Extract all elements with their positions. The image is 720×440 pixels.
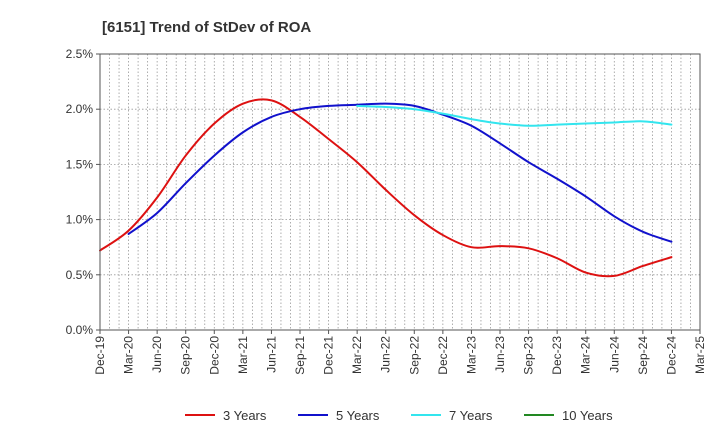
x-tick-label: Dec-24: [664, 336, 678, 375]
chart-title: [6151] Trend of StDev of ROA: [102, 19, 311, 36]
legend-label-10-years: 10 Years: [562, 408, 613, 423]
x-tick-label: Jun-23: [493, 336, 507, 373]
y-tick-label: 1.5%: [66, 157, 94, 171]
x-tick-label: Jun-22: [379, 336, 393, 373]
series-line-3-years: [99, 98, 673, 278]
x-tick-label: Sep-24: [636, 336, 650, 375]
x-tick-label: Mar-20: [122, 336, 136, 374]
series-line-7-years: [356, 104, 673, 127]
x-tick-label: Sep-21: [293, 336, 307, 375]
y-tick-label: 0.5%: [66, 268, 94, 282]
x-tick-label: Mar-25: [693, 336, 707, 374]
grid-layer: [100, 54, 700, 330]
y-tick-label: 0.0%: [66, 323, 94, 337]
x-tick-label: Mar-24: [579, 336, 593, 374]
series-layer: [99, 98, 673, 278]
x-tick-label: Sep-23: [522, 336, 536, 375]
legend-label-5-years: 5 Years: [336, 408, 380, 423]
x-tick-label: Jun-20: [150, 336, 164, 373]
x-tick-label: Jun-21: [264, 336, 278, 373]
legend: 3 Years 5 Years 7 Years 10 Years: [185, 408, 613, 423]
x-tick-label: Dec-19: [93, 336, 107, 375]
x-tick-label: Mar-21: [236, 336, 250, 374]
x-tick-label: Mar-22: [350, 336, 364, 374]
series-line-5-years: [127, 102, 673, 243]
x-tick-label: Mar-23: [464, 336, 478, 374]
y-tick-label: 2.0%: [66, 102, 94, 116]
x-tick-label: Sep-20: [179, 336, 193, 375]
x-tick-label: Dec-21: [322, 336, 336, 375]
x-tick-label: Dec-22: [436, 336, 450, 375]
y-axis-ticks: 0.0% 0.5% 1.0% 1.5% 2.0% 2.5%: [66, 47, 100, 337]
legend-label-3-years: 3 Years: [223, 408, 267, 423]
y-tick-label: 2.5%: [66, 47, 94, 61]
legend-label-7-years: 7 Years: [449, 408, 493, 423]
y-tick-label: 1.0%: [66, 213, 94, 227]
x-tick-label: Dec-20: [207, 336, 221, 375]
x-tick-label: Jun-24: [607, 336, 621, 373]
plot-area-frame: [99, 53, 701, 331]
x-axis-ticks: Dec-19 Mar-20 Jun-20 Sep-20 Dec-20 Mar-21 Jun-…: [93, 330, 707, 375]
x-tick-label: Sep-22: [407, 336, 421, 375]
x-tick-label: Dec-23: [550, 336, 564, 375]
